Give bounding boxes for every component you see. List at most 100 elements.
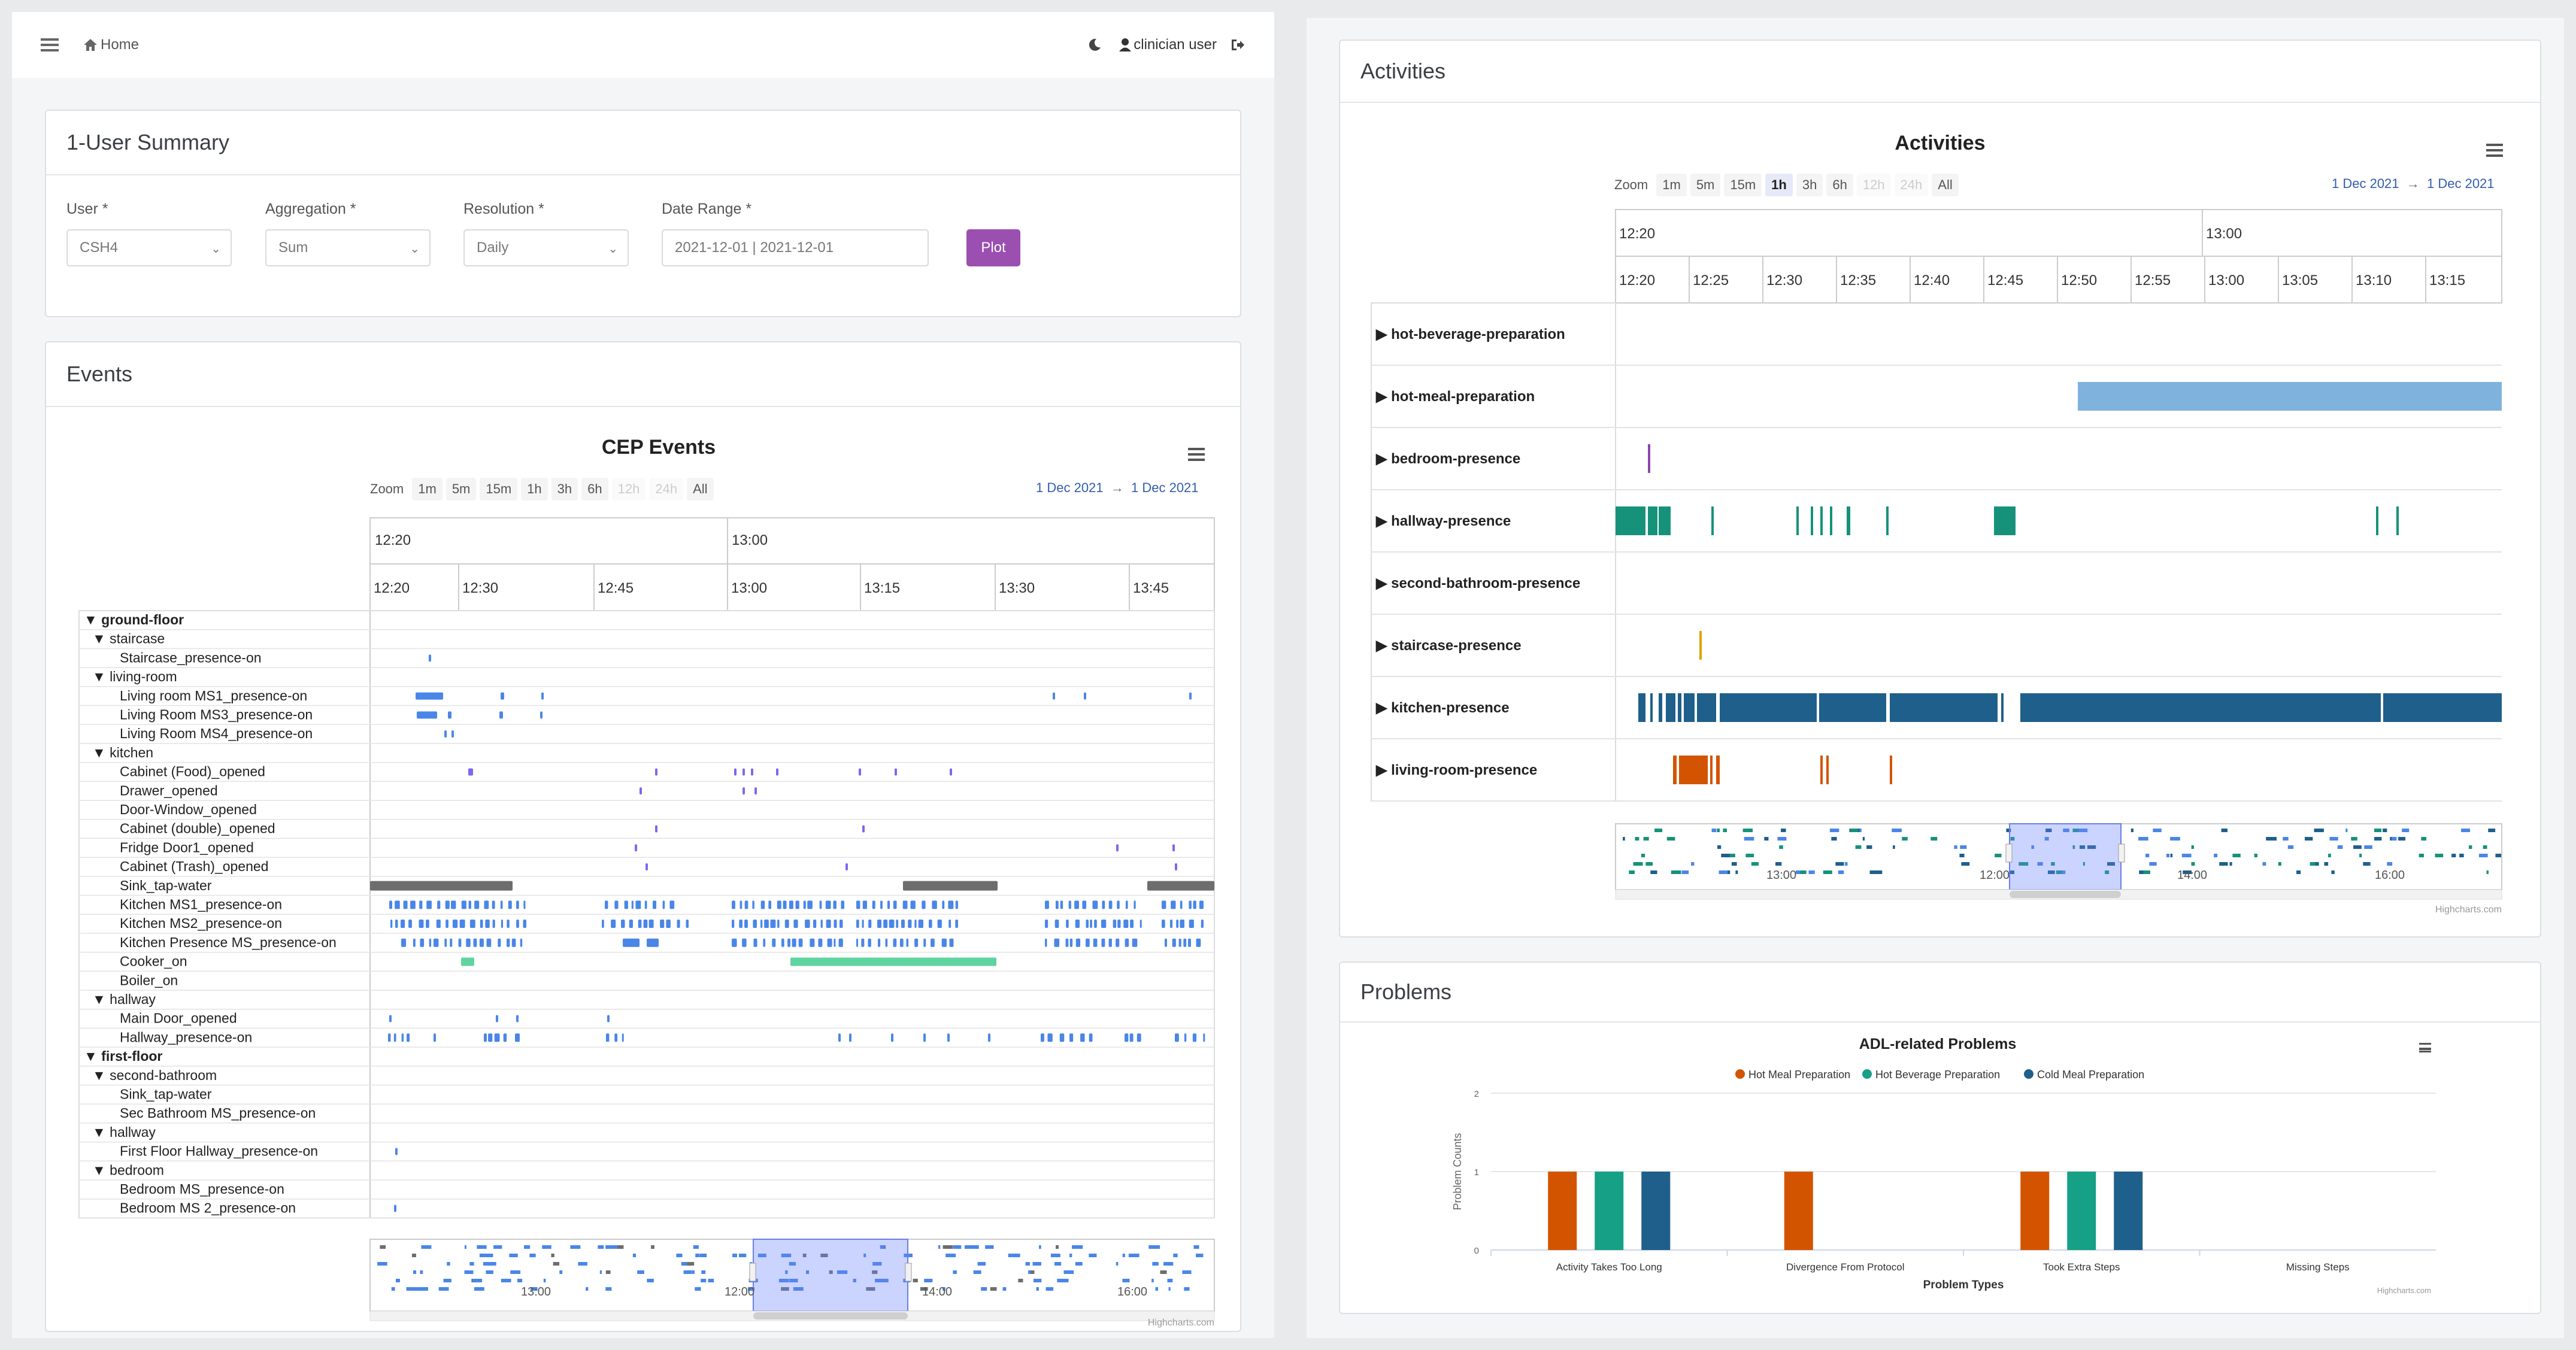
event-mark[interactable] — [419, 900, 423, 909]
event-mark[interactable] — [1188, 938, 1191, 947]
event-mark[interactable] — [929, 920, 932, 929]
event-mark[interactable] — [473, 938, 477, 947]
event-mark[interactable] — [393, 1033, 396, 1042]
event-row-label[interactable]: ▼ bedroom — [92, 1162, 164, 1178]
event-mark[interactable] — [434, 1033, 436, 1042]
hamburger-icon[interactable] — [41, 38, 59, 51]
event-mark[interactable] — [790, 957, 996, 966]
bar-hot-meal-preparation[interactable] — [1784, 1172, 1813, 1250]
event-mark[interactable] — [645, 863, 648, 870]
event-mark[interactable] — [429, 654, 431, 662]
event-mark[interactable] — [541, 692, 544, 700]
event-mark[interactable] — [1041, 1033, 1044, 1042]
event-mark[interactable] — [908, 920, 912, 929]
event-mark[interactable] — [1116, 938, 1120, 947]
event-mark[interactable] — [1134, 900, 1136, 909]
event-mark[interactable] — [407, 1033, 410, 1042]
event-mark[interactable] — [1068, 900, 1071, 909]
event-mark[interactable] — [1125, 900, 1128, 909]
event-mark[interactable] — [826, 920, 831, 929]
legend-marker[interactable] — [1862, 1069, 1872, 1079]
legend-item[interactable]: Hot Meal Preparation — [1748, 1069, 1850, 1081]
event-mark[interactable] — [468, 768, 473, 776]
event-mark[interactable] — [450, 938, 453, 947]
activity-bar[interactable] — [1648, 444, 1650, 473]
event-mark[interactable] — [1125, 938, 1129, 947]
event-mark[interactable] — [777, 900, 781, 909]
event-mark[interactable] — [891, 1033, 893, 1042]
activity-row-label[interactable]: ▶ hot-meal-preparation — [1375, 389, 1535, 405]
event-mark[interactable] — [732, 900, 735, 909]
event-mark[interactable] — [444, 730, 447, 738]
event-mark[interactable] — [635, 900, 641, 909]
event-mark[interactable] — [419, 920, 424, 929]
events-navigator-selection[interactable] — [753, 1239, 908, 1312]
event-mark[interactable] — [500, 900, 503, 909]
zoom-button-5m[interactable]: 5m — [1690, 174, 1721, 196]
event-mark[interactable] — [834, 920, 837, 929]
event-mark[interactable] — [899, 938, 904, 947]
logout-icon[interactable] — [1230, 38, 1245, 52]
event-mark[interactable] — [666, 920, 671, 929]
event-row-label[interactable]: ▼ living-room — [92, 669, 177, 684]
event-mark[interactable] — [468, 900, 471, 909]
zoom-button-All[interactable]: All — [1932, 174, 1959, 196]
event-mark[interactable] — [631, 900, 634, 909]
event-mark[interactable] — [1162, 900, 1166, 909]
event-mark[interactable] — [429, 938, 432, 947]
event-mark[interactable] — [1094, 920, 1097, 929]
event-mark[interactable] — [540, 711, 543, 719]
bar-hot-beverage-preparation[interactable] — [2067, 1172, 2096, 1250]
event-row-label[interactable]: ▼ first-floor — [84, 1048, 162, 1064]
zoom-button-1m[interactable]: 1m — [412, 478, 443, 500]
plot-button[interactable]: Plot — [966, 229, 1020, 266]
event-mark[interactable] — [949, 938, 954, 947]
event-mark[interactable] — [901, 920, 905, 929]
event-mark[interactable] — [1178, 938, 1181, 947]
event-mark[interactable] — [640, 787, 642, 795]
activity-bar[interactable] — [1666, 693, 1675, 722]
activity-bar[interactable] — [1820, 506, 1823, 535]
event-mark[interactable] — [841, 900, 844, 909]
event-mark[interactable] — [795, 900, 799, 909]
event-mark[interactable] — [1092, 900, 1098, 909]
event-mark[interactable] — [885, 938, 888, 947]
legend-marker[interactable] — [2024, 1069, 2033, 1079]
event-mark[interactable] — [1075, 938, 1081, 947]
event-mark[interactable] — [776, 768, 778, 776]
event-mark[interactable] — [408, 920, 412, 929]
event-mark[interactable] — [1189, 692, 1192, 700]
event-mark[interactable] — [1172, 844, 1175, 852]
event-mark[interactable] — [1101, 938, 1105, 947]
event-mark[interactable] — [611, 920, 616, 929]
navigator-right-handle[interactable] — [905, 1263, 912, 1282]
event-mark[interactable] — [469, 920, 475, 929]
event-mark[interactable] — [507, 920, 510, 929]
event-mark[interactable] — [754, 787, 757, 795]
bar-cold-meal-preparation[interactable] — [1641, 1172, 1671, 1250]
event-mark[interactable] — [862, 900, 867, 909]
activity-bar[interactable] — [1711, 506, 1714, 535]
event-mark[interactable] — [474, 900, 480, 909]
event-mark[interactable] — [743, 768, 745, 776]
event-mark[interactable] — [1075, 920, 1080, 929]
event-mark[interactable] — [838, 938, 843, 947]
event-mark[interactable] — [638, 920, 642, 929]
event-mark[interactable] — [948, 920, 951, 929]
event-mark[interactable] — [744, 900, 748, 909]
event-mark[interactable] — [838, 1033, 841, 1042]
event-mark[interactable] — [520, 938, 523, 947]
event-mark[interactable] — [655, 768, 657, 776]
event-mark[interactable] — [856, 920, 859, 929]
event-mark[interactable] — [1201, 920, 1204, 929]
zoom-button-All[interactable]: All — [687, 478, 714, 500]
activity-bar[interactable] — [1650, 693, 1653, 722]
navigator-left-handle[interactable] — [2005, 844, 2013, 863]
activities-export-menu-icon[interactable] — [2486, 144, 2503, 157]
event-row-label[interactable]: ▼ staircase — [92, 631, 165, 647]
event-mark[interactable] — [950, 768, 952, 776]
event-mark[interactable] — [401, 1033, 404, 1042]
event-mark[interactable] — [446, 920, 448, 929]
event-mark[interactable] — [862, 920, 864, 929]
event-mark[interactable] — [941, 938, 947, 947]
